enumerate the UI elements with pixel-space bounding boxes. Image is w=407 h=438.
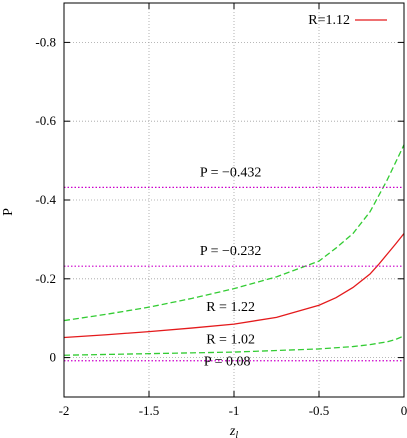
series-line-2 xyxy=(63,144,405,322)
x-tick-label: -1 xyxy=(229,403,240,418)
annotation: P = −0.232 xyxy=(200,244,262,259)
x-tick-label: -0.5 xyxy=(309,403,330,418)
series-line-1 xyxy=(63,233,405,339)
x-tick-label: -2 xyxy=(59,403,70,418)
y-tick-label: 0 xyxy=(50,350,57,365)
series-layer xyxy=(63,144,405,362)
x-axis-label-main: z xyxy=(229,424,236,438)
y-tick-label: -0.6 xyxy=(35,113,56,128)
annotation: P = 0.08 xyxy=(204,354,251,369)
annotation: R = 1.02 xyxy=(206,332,255,347)
x-axis-label-sub: l xyxy=(235,430,238,438)
annotation: P = −0.432 xyxy=(200,165,262,180)
x-tick-label: 0 xyxy=(401,403,407,418)
annotation: R = 1.22 xyxy=(206,300,255,315)
series-line-3 xyxy=(63,335,405,356)
tick-layer: -2 -1.5 -1 -0.5 0 0 -0.2 -0.4 -0.6 -0.8 xyxy=(35,3,407,418)
x-axis-label: zl xyxy=(229,424,238,438)
y-tick-label: -0.4 xyxy=(35,192,56,207)
y-tick-label: -0.8 xyxy=(35,34,56,49)
legend-label: R=1.12 xyxy=(308,13,350,28)
legend: R=1.12 xyxy=(308,13,387,28)
annotation-layer: P = −0.432 P = −0.232 R = 1.22 R = 1.02 P = … xyxy=(200,165,262,369)
x-tick-label: -1.5 xyxy=(139,403,160,418)
y-tick-label: -0.2 xyxy=(35,271,56,286)
y-axis-label: P xyxy=(1,208,16,216)
